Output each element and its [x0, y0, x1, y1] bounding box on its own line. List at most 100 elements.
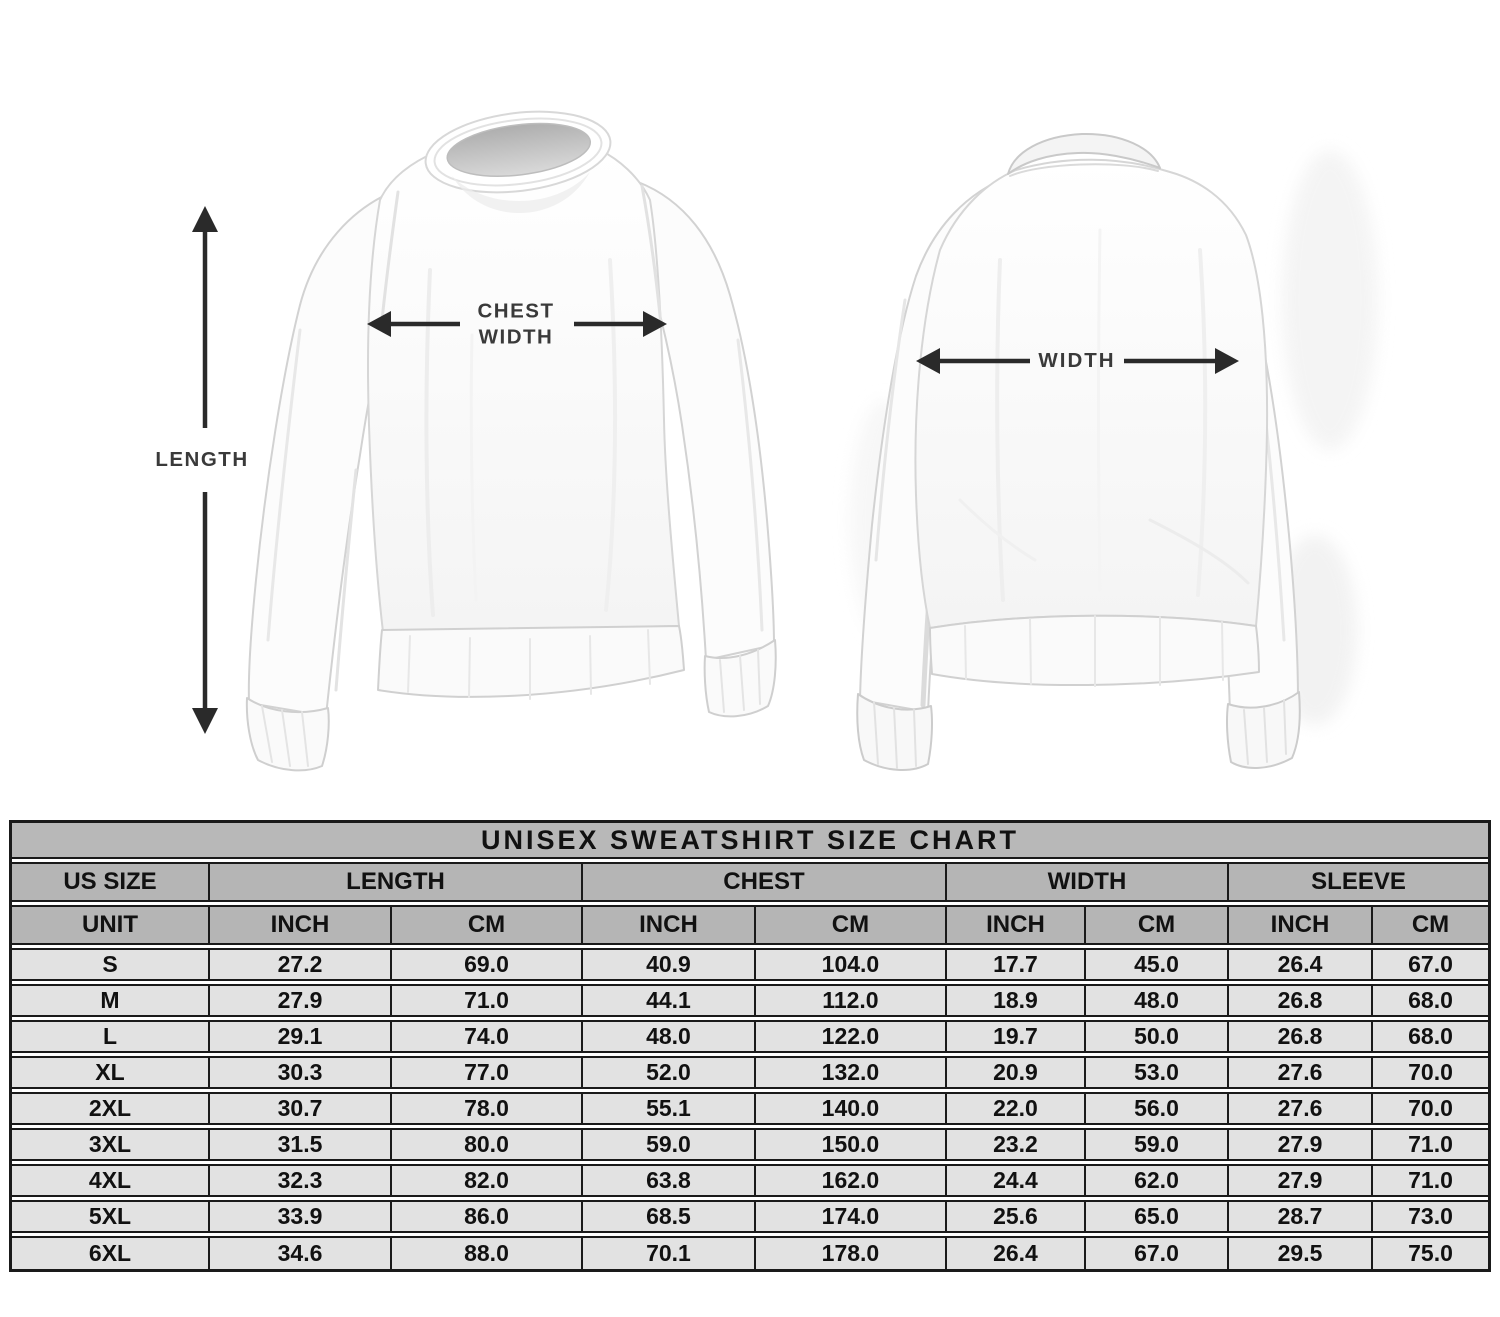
- row-value-cell: 32.3: [208, 1166, 390, 1195]
- row-value-cell: 68.0: [1371, 986, 1488, 1015]
- unit-row-label: UNIT: [82, 911, 138, 938]
- row-value-cell: 75.0: [1371, 1238, 1488, 1269]
- back-collar: [1007, 132, 1161, 175]
- width-arrow: [916, 348, 1239, 374]
- row-value-cell: 162.0: [753, 1166, 945, 1195]
- row-value-cell: 67.0: [1083, 1238, 1227, 1269]
- size-chart-table: UNISEX SWEATSHIRT SIZE CHART US SIZE LEN…: [9, 820, 1491, 1272]
- front-collar: [424, 110, 612, 194]
- row-value-cell: 56.0: [1083, 1094, 1227, 1123]
- row-value-cell: 59.0: [580, 1130, 754, 1159]
- row-value-cell: 33.9: [208, 1202, 390, 1231]
- row-value-cell: 82.0: [389, 1166, 581, 1195]
- row-value-cell: 27.2: [208, 950, 390, 979]
- row-size-label: 3XL: [88, 1131, 132, 1157]
- row-value-cell: 28.7: [1226, 1202, 1371, 1231]
- row-value-cell: 150.0: [753, 1130, 945, 1159]
- row-value-cell: 73.0: [1371, 1202, 1488, 1231]
- unit-cell: CM: [753, 907, 945, 943]
- row-value-cell: 26.8: [1226, 1022, 1371, 1051]
- row-size-label: 2XL: [88, 1095, 132, 1121]
- table-title-row: UNISEX SWEATSHIRT SIZE CHART: [12, 823, 1488, 859]
- unit-cell: INCH: [944, 907, 1084, 943]
- row-value-cell: 70.0: [1371, 1094, 1488, 1123]
- row-value-cell: 31.5: [208, 1130, 390, 1159]
- row-value-cell: 86.0: [389, 1202, 581, 1231]
- row-value-cell: 26.4: [1226, 950, 1371, 979]
- row-size-label: XL: [95, 1059, 125, 1085]
- row-value-cell: 27.9: [1226, 1166, 1371, 1195]
- row-value-cell: 63.8: [580, 1166, 754, 1195]
- table-row: 5XL 33.9 86.0 68.5 174.0 25.6 65.0 28.7 73.0: [12, 1200, 1488, 1233]
- row-value-cell: 40.9: [580, 950, 754, 979]
- row-value-cell: 45.0: [1083, 950, 1227, 979]
- table-body: S 27.2 69.0 40.9 104.0 17.7 45.0 26.4 67.0 M 27.9 7…: [12, 948, 1488, 1269]
- row-value-cell: 77.0: [389, 1058, 581, 1087]
- row-value-cell: 68.0: [1371, 1022, 1488, 1051]
- table-title: UNISEX SWEATSHIRT SIZE CHART: [480, 824, 1020, 855]
- table-row: L 29.1 74.0 48.0 122.0 19.7 50.0 26.8 68.0: [12, 1020, 1488, 1053]
- table-row: M 27.9 71.0 44.1 112.0 18.9 48.0 26.8 68.0: [12, 984, 1488, 1017]
- row-value-cell: 178.0: [753, 1238, 945, 1269]
- row-value-cell: 48.0: [1083, 986, 1227, 1015]
- row-size-label: 6XL: [88, 1240, 132, 1266]
- row-value-cell: 59.0: [1083, 1130, 1227, 1159]
- unit-cell: INCH: [580, 907, 754, 943]
- row-value-cell: 88.0: [389, 1238, 581, 1269]
- row-value-cell: 71.0: [389, 986, 581, 1015]
- chest-width-measurement-label: CHEST WIDTH: [478, 298, 555, 349]
- row-size-label: S: [102, 951, 118, 977]
- row-value-cell: 30.3: [208, 1058, 390, 1087]
- row-value-cell: 34.6: [208, 1238, 390, 1269]
- row-value-cell: 74.0: [389, 1022, 581, 1051]
- length-arrow: [192, 206, 218, 734]
- row-value-cell: 112.0: [753, 986, 945, 1015]
- row-value-cell: 69.0: [389, 950, 581, 979]
- column-header-length: LENGTH: [208, 864, 581, 900]
- row-value-cell: 27.9: [1226, 1130, 1371, 1159]
- row-value-cell: 140.0: [753, 1094, 945, 1123]
- row-value-cell: 19.7: [944, 1022, 1084, 1051]
- unit-cell: INCH: [208, 907, 390, 943]
- row-value-cell: 80.0: [389, 1130, 581, 1159]
- chest-width-arrow: [367, 311, 667, 337]
- unit-cell: INCH: [1226, 907, 1371, 943]
- row-value-cell: 30.7: [208, 1094, 390, 1123]
- row-value-cell: 174.0: [753, 1202, 945, 1231]
- width-measurement-label: WIDTH: [1038, 349, 1116, 373]
- unit-cell: CM: [1083, 907, 1227, 943]
- row-value-cell: 27.6: [1226, 1094, 1371, 1123]
- row-value-cell: 71.0: [1371, 1130, 1488, 1159]
- row-value-cell: 48.0: [580, 1022, 754, 1051]
- row-value-cell: 23.2: [944, 1130, 1084, 1159]
- row-size-label: 5XL: [88, 1203, 132, 1229]
- row-value-cell: 17.7: [944, 950, 1084, 979]
- row-size-label: 4XL: [88, 1167, 132, 1193]
- front-sweatshirt-illustration: [245, 110, 777, 772]
- row-value-cell: 26.4: [944, 1238, 1084, 1269]
- unit-cell: CM: [389, 907, 581, 943]
- row-value-cell: 22.0: [944, 1094, 1084, 1123]
- unit-cell: CM: [1371, 907, 1488, 943]
- row-value-cell: 50.0: [1083, 1022, 1227, 1051]
- row-value-cell: 20.9: [944, 1058, 1084, 1087]
- row-value-cell: 71.0: [1371, 1166, 1488, 1195]
- table-row: 3XL 31.5 80.0 59.0 150.0 23.2 59.0 27.9 71.0: [12, 1128, 1488, 1161]
- row-value-cell: 70.0: [1371, 1058, 1488, 1087]
- table-group-header-row: US SIZE LENGTH CHEST WIDTH SLEEVE: [12, 862, 1488, 902]
- row-value-cell: 53.0: [1083, 1058, 1227, 1087]
- sweatshirt-illustration-svg: [192, 110, 1378, 772]
- chest-label-line1: CHEST: [477, 299, 555, 323]
- column-header-sleeve: SLEEVE: [1227, 864, 1488, 900]
- table-row: S 27.2 69.0 40.9 104.0 17.7 45.0 26.4 67.0: [12, 948, 1488, 981]
- row-value-cell: 70.1: [580, 1238, 754, 1269]
- column-header-chest: CHEST: [580, 864, 945, 900]
- row-value-cell: 18.9: [944, 986, 1084, 1015]
- row-value-cell: 65.0: [1083, 1202, 1227, 1231]
- row-value-cell: 122.0: [753, 1022, 945, 1051]
- row-value-cell: 55.1: [580, 1094, 754, 1123]
- row-value-cell: 78.0: [389, 1094, 581, 1123]
- row-value-cell: 27.6: [1226, 1058, 1371, 1087]
- column-header-us-size: US SIZE: [63, 868, 157, 895]
